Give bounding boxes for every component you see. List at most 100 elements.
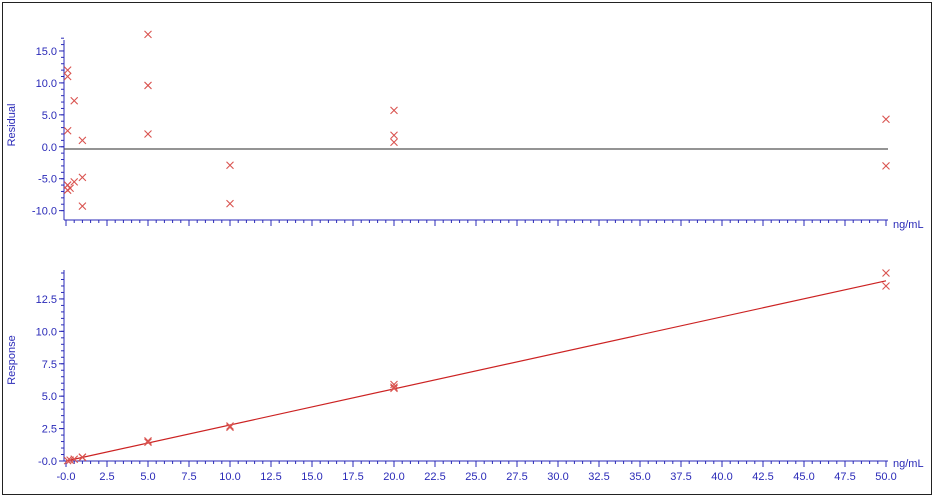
response-point: [78, 453, 87, 461]
residual-x-unit-label: ng/mL: [893, 219, 924, 231]
response-point: [390, 380, 398, 389]
residual-y-tick-label: 15.0: [36, 46, 57, 58]
residual-point-stroke-b: [66, 184, 74, 193]
response-point: [882, 282, 890, 290]
residual-point-stroke-b: [63, 66, 72, 75]
residual-point: [63, 66, 72, 75]
response-points: [63, 269, 890, 465]
response-x-tick-label: 42.5: [752, 471, 773, 483]
response-point: [882, 269, 890, 277]
response-x-tick-label: 50.0: [875, 471, 896, 483]
response-point-stroke-b: [390, 380, 398, 389]
residual-y-tick-label: -10.0: [32, 206, 57, 218]
response-y-ticks: -0.0 2.5 5.0 7.5 10.0 12.5: [36, 272, 64, 468]
residual-point: [66, 184, 74, 193]
residual-point: [882, 115, 890, 124]
residual-point: [226, 161, 234, 170]
residual-point: [390, 138, 398, 147]
residual-point-stroke-b: [78, 173, 87, 182]
response-point: [390, 383, 398, 391]
response-point: [226, 422, 234, 430]
response-x-tick-label: 47.5: [834, 471, 855, 483]
residual-point: [78, 173, 87, 182]
response-x-tick-label: 20.0: [383, 471, 404, 483]
response-y-axis-title: Response: [6, 335, 18, 385]
response-x-tick-label: 32.5: [588, 471, 609, 483]
residual-point-stroke-b: [882, 115, 890, 124]
response-y-tick-label: -0.0: [38, 456, 57, 468]
response-x-unit-label: ng/mL: [893, 458, 924, 470]
residual-points: [63, 30, 890, 211]
residual-point-stroke-b: [226, 161, 234, 170]
response-x-tick-label: 7.5: [181, 471, 196, 483]
residual-y-tick-label: 5.0: [42, 110, 57, 122]
response-x-ticks: -0.0 2.5 5.0 7.5 10.0 12.5 15.0 17.5 20.0 22.5 25.…: [57, 461, 897, 483]
response-point: [144, 438, 152, 447]
response-point: [70, 455, 79, 464]
residual-point: [78, 136, 87, 145]
response-x-tick-label: 37.5: [670, 471, 691, 483]
response-point-stroke-b: [144, 438, 152, 447]
response-y-tick-label: 2.5: [42, 424, 57, 436]
response-y-tick-label: 7.5: [42, 359, 57, 371]
residual-point: [70, 96, 79, 105]
residual-point-stroke-b: [70, 177, 79, 186]
response-y-tick-label: 10.0: [36, 326, 57, 338]
response-x-tick-label: 5.0: [140, 471, 155, 483]
residual-panel: Residual ng/mL -10.0 -5.0 0.0 5.0 10.0 15.0: [6, 30, 924, 231]
response-y-tick-label: 5.0: [42, 391, 57, 403]
residual-point: [390, 106, 398, 115]
response-x-tick-label: 22.5: [424, 471, 445, 483]
residual-point: [63, 126, 72, 135]
residual-point-stroke-b: [78, 136, 87, 145]
residual-point-stroke-b: [144, 30, 152, 39]
response-x-tick-label: 15.0: [301, 471, 322, 483]
residual-point-stroke-b: [390, 106, 398, 115]
residual-y-axis-title: Residual: [6, 104, 18, 147]
response-point: [226, 423, 234, 432]
response-x-tick-label: 27.5: [506, 471, 527, 483]
residual-point-stroke-b: [78, 202, 87, 211]
response-x-tick-label: 12.5: [260, 471, 281, 483]
residual-point: [144, 30, 152, 39]
residual-point: [144, 130, 152, 138]
residual-point: [63, 72, 72, 81]
residual-point: [390, 131, 398, 140]
residual-y-tick-label: 0.0: [42, 142, 57, 154]
response-x-tick-label: 40.0: [711, 471, 732, 483]
response-x-tick-label: 45.0: [793, 471, 814, 483]
residual-y-ticks: -10.0 -5.0 0.0 5.0 10.0 15.0: [32, 37, 64, 218]
response-point-stroke-b: [144, 437, 152, 445]
residual-point: [144, 81, 152, 90]
residual-point-stroke-b: [390, 131, 398, 140]
residual-point-stroke-b: [63, 72, 72, 81]
residual-y-tick-label: -5.0: [38, 174, 57, 186]
residual-x-minor-ticks: [65, 220, 887, 226]
response-point-stroke-b: [78, 453, 87, 461]
response-point-stroke-b: [70, 455, 79, 464]
response-x-tick-label: -0.0: [57, 471, 76, 483]
response-x-tick-label: 10.0: [219, 471, 240, 483]
response-x-tick-label: 25.0: [465, 471, 486, 483]
response-point: [63, 456, 72, 465]
residual-point-stroke-b: [144, 130, 152, 138]
response-x-tick-label: 2.5: [99, 471, 114, 483]
residual-point: [78, 202, 87, 211]
response-point-stroke-b: [63, 456, 72, 465]
residual-point-stroke-b: [63, 126, 72, 135]
calibration-fit-line: [65, 280, 887, 462]
response-point-stroke-b: [882, 282, 890, 290]
residual-point-stroke-b: [390, 138, 398, 147]
residual-point-stroke-b: [144, 81, 152, 90]
residual-point: [226, 199, 234, 208]
response-x-tick-label: 17.5: [342, 471, 363, 483]
response-point-stroke-b: [226, 423, 234, 432]
residual-point: [882, 162, 890, 170]
residual-y-tick-label: 10.0: [36, 78, 57, 90]
residual-point-stroke-b: [70, 96, 79, 105]
residual-point-stroke-b: [226, 199, 234, 208]
response-point-stroke-b: [390, 383, 398, 391]
response-panel: Response ng/mL -0.0 2.5 5.0 7.5 10.0 12.5 -0.…: [6, 269, 924, 483]
